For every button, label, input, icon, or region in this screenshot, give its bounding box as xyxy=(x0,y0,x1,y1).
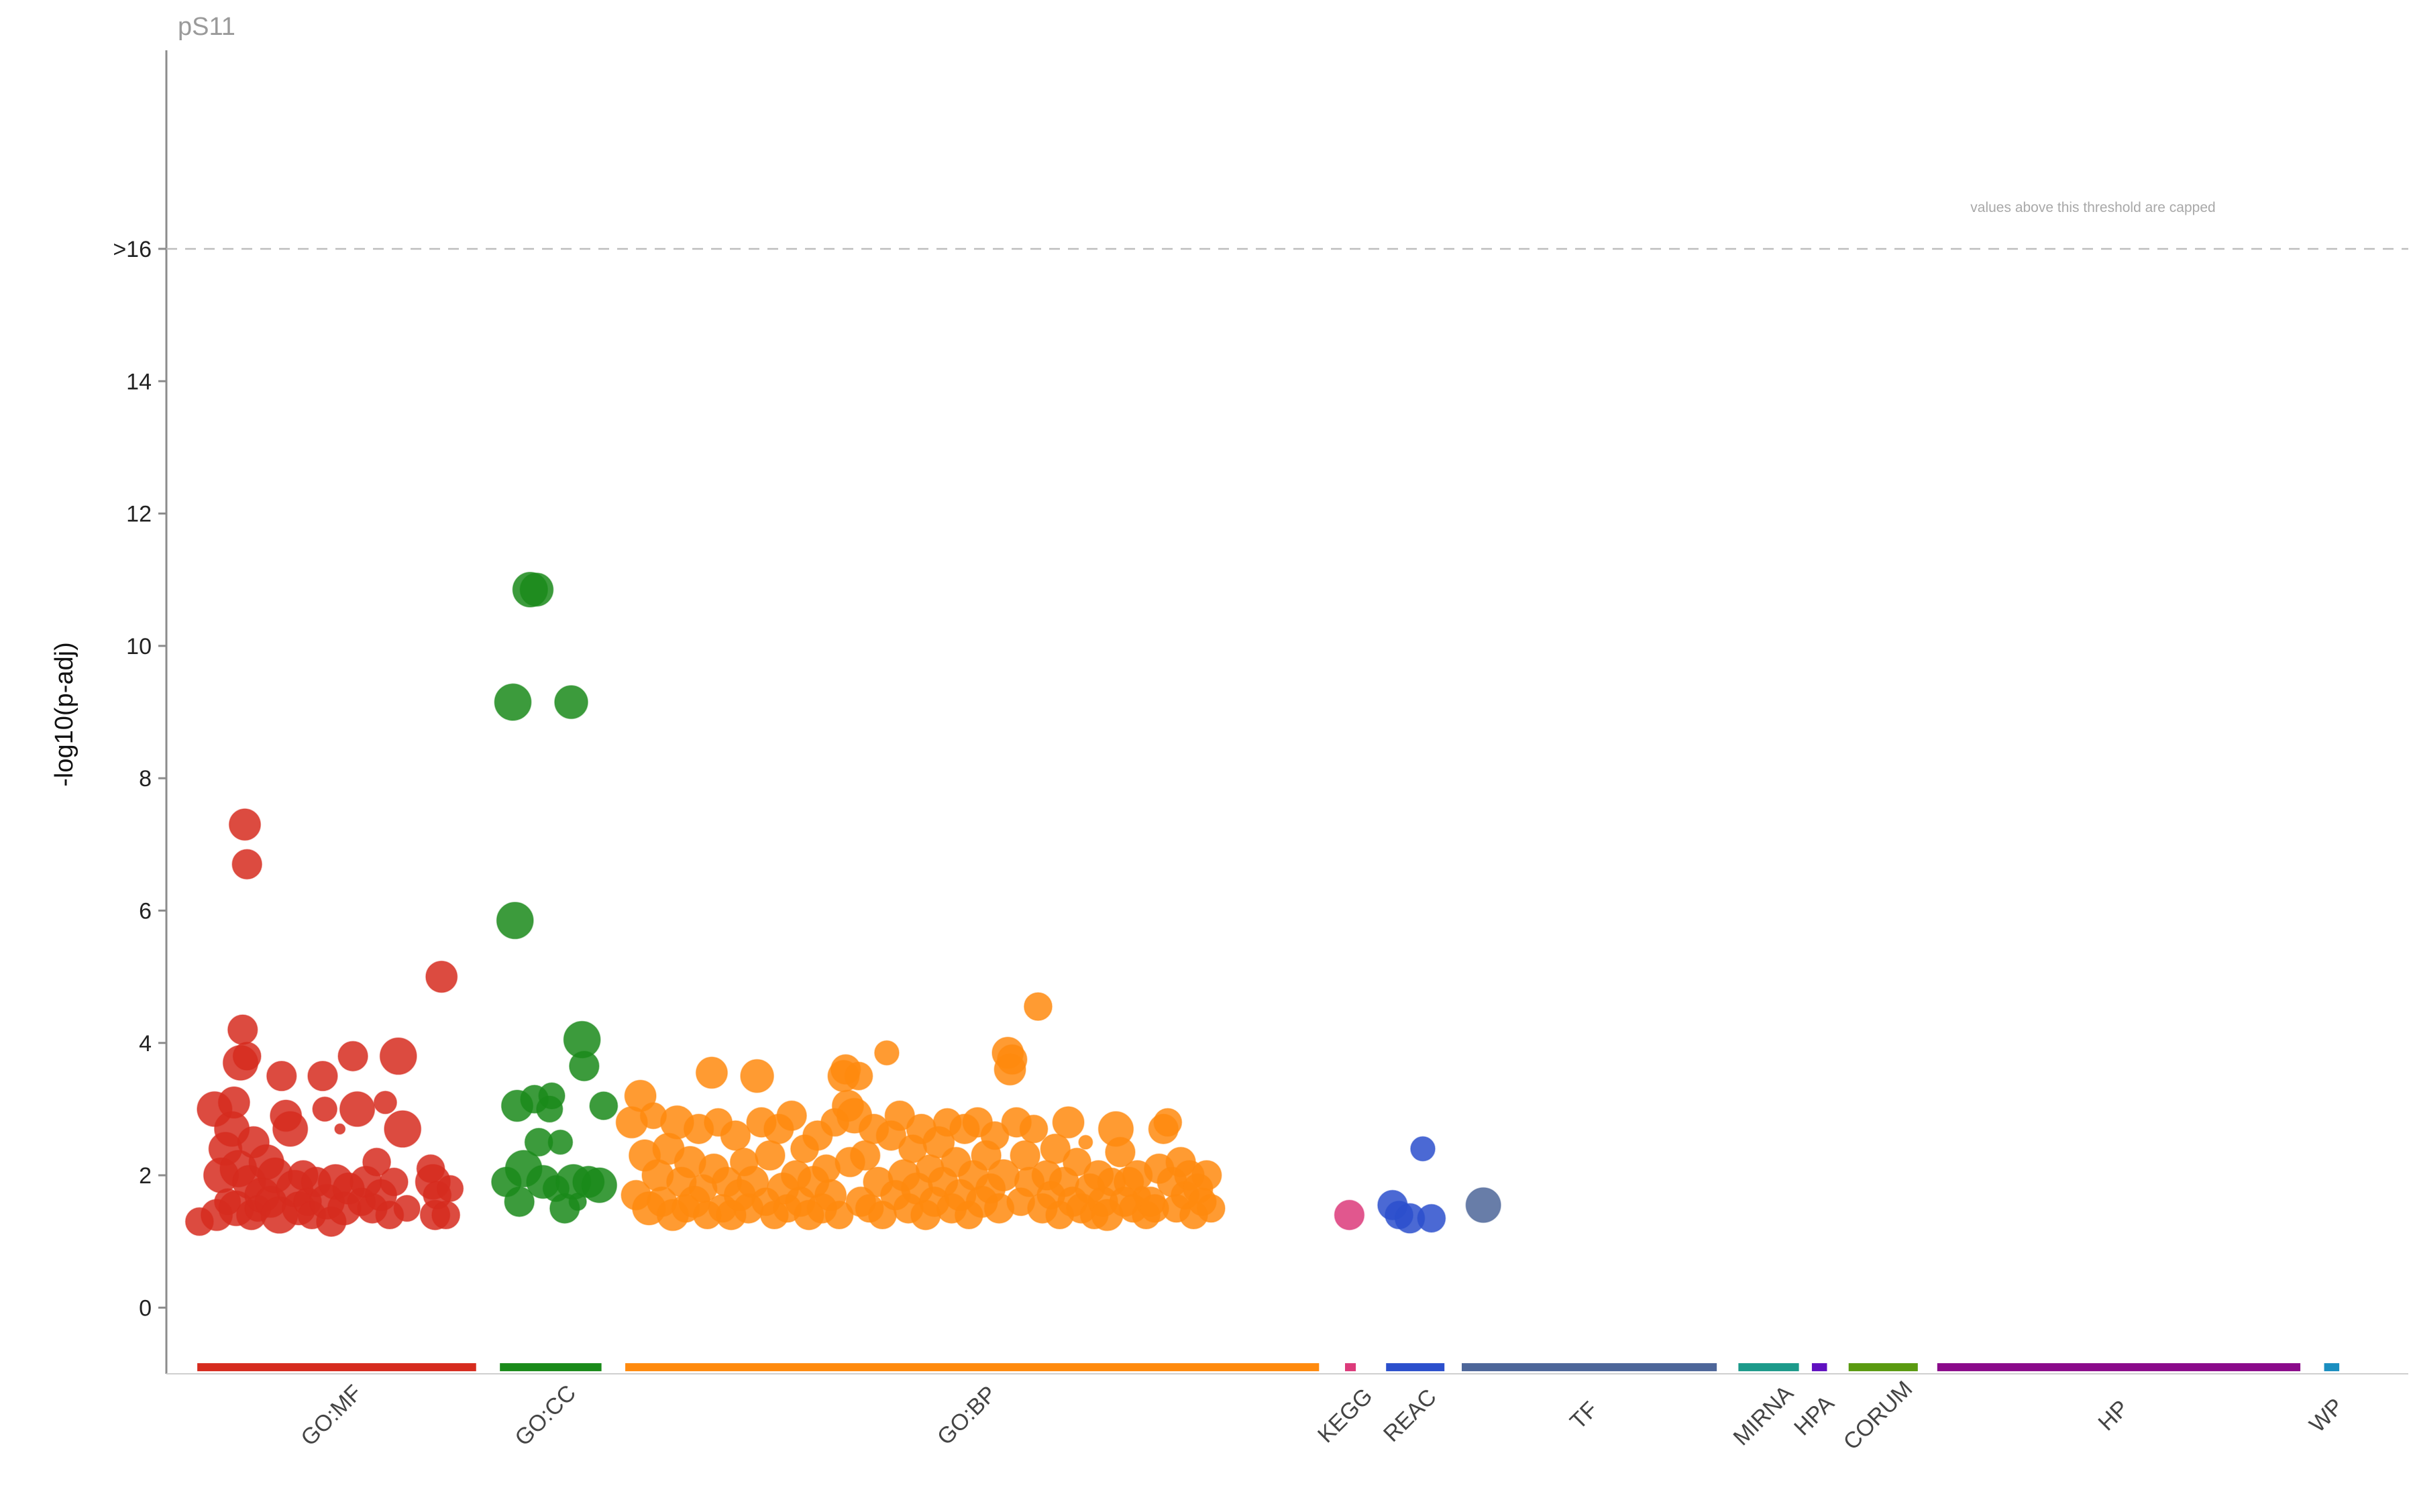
source-label: HP xyxy=(2094,1395,2134,1436)
y-tick-label: 4 xyxy=(139,1031,152,1057)
source-label: REAC xyxy=(1379,1384,1442,1447)
data-point xyxy=(496,902,534,940)
data-point xyxy=(266,1061,297,1091)
data-point xyxy=(384,1110,422,1148)
data-point xyxy=(824,1200,854,1230)
data-point xyxy=(849,1140,881,1171)
data-point xyxy=(589,1091,619,1121)
data-point xyxy=(1196,1193,1226,1223)
source-bar xyxy=(1848,1363,1918,1372)
source-bar xyxy=(1386,1363,1445,1372)
source-label: KEGG xyxy=(1313,1383,1377,1448)
data-point xyxy=(538,1082,566,1110)
data-point xyxy=(307,1061,338,1091)
source-label: GO:CC xyxy=(510,1380,581,1451)
data-point xyxy=(1078,1134,1093,1150)
data-point xyxy=(581,1167,618,1203)
data-point xyxy=(272,1111,309,1147)
data-point xyxy=(1465,1187,1501,1224)
source-bar xyxy=(1811,1363,1827,1372)
y-tick-label: 8 xyxy=(139,766,152,792)
data-point xyxy=(1023,991,1053,1022)
source-bar xyxy=(1461,1363,1717,1372)
data-point xyxy=(494,683,532,721)
source-bar xyxy=(2324,1363,2340,1372)
data-point xyxy=(844,1061,873,1091)
data-point xyxy=(1334,1199,1365,1231)
y-tick-label: 14 xyxy=(126,369,152,394)
source-label: MIRNA xyxy=(1729,1381,1799,1451)
y-tick-label: 2 xyxy=(139,1163,152,1189)
data-point xyxy=(720,1120,751,1151)
data-point xyxy=(547,1129,574,1155)
source-label: GO:MF xyxy=(296,1380,367,1451)
data-point xyxy=(873,1040,900,1066)
source-bar xyxy=(197,1363,476,1372)
data-point xyxy=(232,1041,262,1071)
data-point xyxy=(1417,1203,1446,1233)
data-point xyxy=(436,1175,464,1203)
source-bar xyxy=(1344,1363,1356,1372)
threshold-note: values above this threshold are capped xyxy=(1970,200,2215,215)
source-label: TF xyxy=(1565,1397,1603,1434)
data-point xyxy=(996,1044,1028,1075)
data-point xyxy=(776,1100,808,1132)
data-point xyxy=(568,1050,600,1082)
data-point xyxy=(379,1037,417,1075)
data-point xyxy=(884,1100,916,1132)
source-bar xyxy=(500,1363,602,1372)
data-point xyxy=(519,572,554,607)
data-point xyxy=(554,685,588,720)
data-point xyxy=(334,1123,346,1135)
source-label: CORUM xyxy=(1839,1376,1918,1455)
data-point xyxy=(379,1167,409,1197)
data-point xyxy=(1153,1108,1183,1137)
y-axis-label: -log10(p-adj) xyxy=(50,642,78,786)
data-point xyxy=(228,808,262,841)
source-bar xyxy=(1937,1363,2301,1372)
data-point xyxy=(980,1121,1010,1150)
data-point xyxy=(1191,1160,1222,1191)
data-point xyxy=(373,1090,398,1115)
data-point xyxy=(1410,1136,1436,1162)
data-point xyxy=(337,1040,368,1072)
data-point xyxy=(393,1195,421,1222)
chart-title: pS11 xyxy=(178,13,235,41)
source-label: GO:BP xyxy=(932,1381,1002,1450)
data-point xyxy=(1019,1114,1049,1144)
y-tick-label: 6 xyxy=(139,898,152,924)
data-point xyxy=(231,849,263,880)
data-point xyxy=(339,1091,376,1128)
data-point xyxy=(312,1096,338,1122)
y-tick-label: 12 xyxy=(126,502,152,527)
data-point xyxy=(431,1200,461,1230)
source-label: WP xyxy=(2304,1393,2349,1438)
data-point xyxy=(755,1140,786,1171)
data-point xyxy=(740,1059,775,1093)
data-point xyxy=(1062,1147,1092,1177)
source-bar xyxy=(1738,1363,1799,1372)
data-point xyxy=(227,1014,258,1045)
data-point xyxy=(695,1056,729,1089)
y-tick-label: 10 xyxy=(126,634,152,659)
data-point xyxy=(362,1147,392,1177)
data-point xyxy=(504,1186,535,1218)
data-point xyxy=(1052,1105,1085,1139)
y-tick-label: >16 xyxy=(113,237,152,262)
data-point xyxy=(425,960,458,993)
data-point xyxy=(1105,1136,1136,1168)
data-point xyxy=(217,1086,251,1119)
data-point xyxy=(1040,1133,1071,1165)
source-bar xyxy=(625,1363,1320,1372)
y-tick-label: 0 xyxy=(139,1295,152,1321)
